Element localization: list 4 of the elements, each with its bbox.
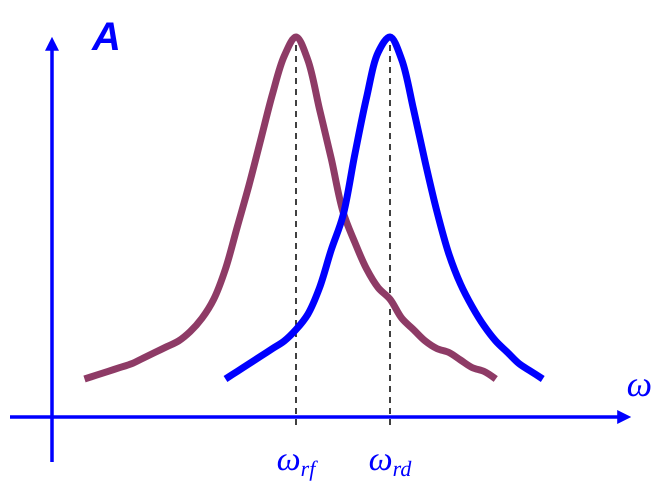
x-axis-title: ω [626, 364, 652, 404]
x-tick-label: ω$_{rf}$ [276, 441, 318, 481]
x-tick-label: ω$_{rd}$ [368, 441, 412, 481]
y-axis-title: A [91, 15, 121, 59]
